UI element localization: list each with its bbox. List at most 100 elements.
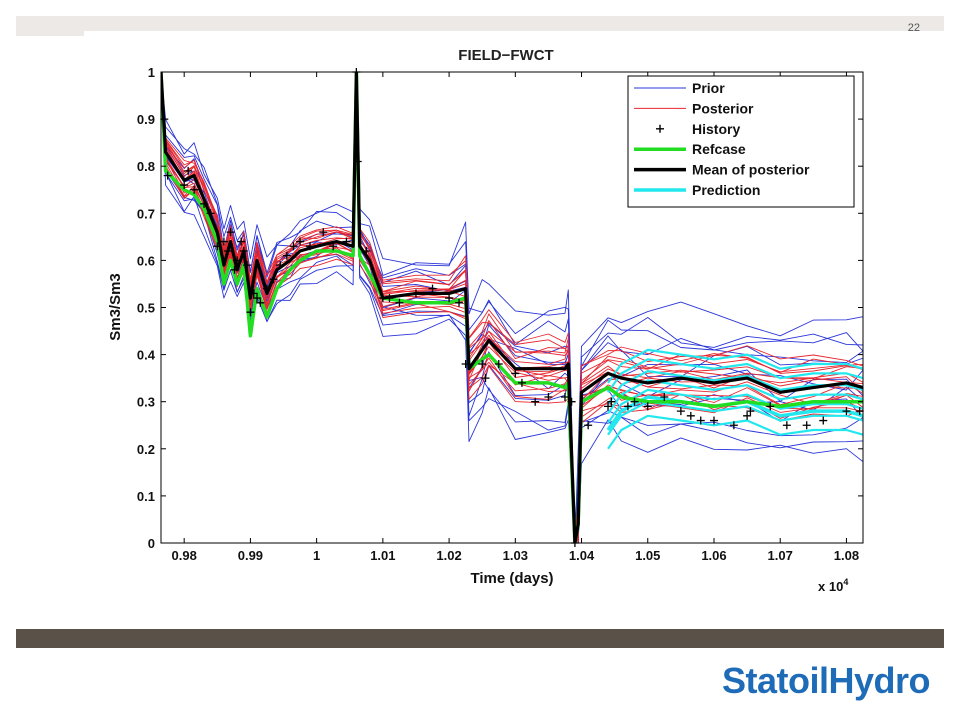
history-point: [282, 251, 291, 260]
legend-label: Mean of posterior: [692, 162, 810, 178]
history-point: [696, 416, 705, 425]
history-point: [478, 360, 487, 369]
history-point: [353, 157, 362, 166]
y-tick-label: 0: [148, 536, 155, 551]
history-point: [206, 209, 215, 218]
history-point: [461, 360, 470, 369]
history-point: [237, 237, 246, 246]
history-point: [428, 284, 437, 293]
history-point: [411, 289, 420, 298]
history-point: [306, 242, 315, 251]
history-point: [243, 261, 252, 270]
history-point: [802, 421, 811, 430]
y-tick-label: 1: [148, 65, 155, 80]
legend-label: Refcase: [692, 141, 746, 157]
legend-label: Prior: [692, 80, 725, 96]
prior-run-2: [161, 72, 863, 543]
x-tick-label: 1.06: [701, 548, 726, 563]
x-multiplier-exponent: 4: [843, 577, 848, 587]
y-tick-label: 0.5: [137, 301, 155, 316]
history-point: [342, 237, 351, 246]
x-tick-label: 1: [313, 548, 320, 563]
legend-label: History: [692, 121, 740, 137]
history-point: [296, 237, 305, 246]
x-multiplier: x 104: [818, 577, 848, 594]
x-tick-label: 1.08: [834, 548, 859, 563]
history-point: [269, 275, 278, 284]
legend-swatch-history: [656, 124, 664, 133]
x-tick-label: 1.07: [768, 548, 793, 563]
history-point: [676, 407, 685, 416]
history-point: [219, 237, 228, 246]
prior-run-10: [161, 72, 863, 543]
axes: 0.98 0.99 1 1.01 1.02 1.03 1.04 1.05 1.06 1.07 1.0…: [137, 65, 863, 563]
prior-run-1: [161, 72, 863, 543]
company-logo: StatoilHydro: [722, 660, 931, 701]
legend: Prior Posterior History Refcase Mean of post…: [627, 75, 855, 208]
prior-run-9: [161, 72, 863, 543]
history-point: [276, 261, 285, 270]
history-point: [511, 369, 520, 378]
history-point: [256, 298, 265, 307]
y-tick-label: 0.1: [137, 489, 155, 504]
history-point: [567, 397, 576, 406]
history-point: [395, 298, 404, 307]
x-tick-label: 0.99: [238, 548, 263, 563]
history-point: [180, 181, 189, 190]
history-point: [253, 294, 262, 303]
x-tick-label: 1.01: [370, 548, 395, 563]
y-tick-label: 0.9: [137, 112, 155, 127]
history-point: [184, 166, 193, 175]
history-point: [729, 421, 738, 430]
mean-posterior-line: [161, 72, 863, 543]
history-point: [607, 397, 616, 406]
history-point: [226, 228, 235, 237]
history-point: [855, 407, 864, 416]
history-point: [623, 402, 632, 411]
history-point: [544, 392, 553, 401]
history-point: [249, 289, 258, 298]
prediction-run-1: [607, 414, 863, 450]
prediction-run-3: [607, 388, 863, 424]
history-point: [230, 265, 239, 274]
history-point: [660, 392, 669, 401]
legend-box: [627, 75, 855, 208]
history-point: [246, 308, 255, 317]
history-point: [223, 246, 232, 255]
y-tick-label: 0.7: [137, 206, 155, 221]
y-tick-label: 0.2: [137, 442, 155, 457]
y-tick-label: 0.3: [137, 395, 155, 410]
history-point: [766, 402, 775, 411]
prediction-run-7: [607, 348, 863, 384]
history-point: [262, 284, 271, 293]
history-points: [160, 68, 864, 547]
history-point: [494, 360, 503, 369]
history-point: [481, 374, 490, 383]
x-axis-label: Time (days): [470, 570, 553, 587]
x-tick-label: 1.03: [503, 548, 528, 563]
history-point: [604, 402, 613, 411]
history-point: [239, 246, 248, 255]
history-point: [445, 294, 454, 303]
history-point: [289, 242, 298, 251]
page-number: 22: [907, 22, 920, 34]
history-point: [782, 421, 791, 430]
history-point: [686, 411, 695, 420]
prediction-run-2: [607, 400, 863, 436]
history-point: [190, 185, 199, 194]
x-tick-label: 0.98: [172, 548, 197, 563]
history-point: [560, 392, 569, 401]
history-point: [842, 407, 851, 416]
x-tick-label: 1.04: [569, 548, 595, 563]
history-point: [163, 171, 172, 180]
history-point: [819, 416, 828, 425]
history-point: [233, 256, 242, 265]
history-point: [385, 294, 394, 303]
history-point: [746, 407, 755, 416]
prediction-run-6: [607, 358, 863, 393]
posterior-run-12: [161, 72, 863, 543]
chart-title: FIELD−FWCT: [458, 47, 553, 64]
bottom-bar: [16, 629, 944, 648]
history-point: [709, 416, 718, 425]
y-tick-label: 0.6: [137, 253, 155, 268]
